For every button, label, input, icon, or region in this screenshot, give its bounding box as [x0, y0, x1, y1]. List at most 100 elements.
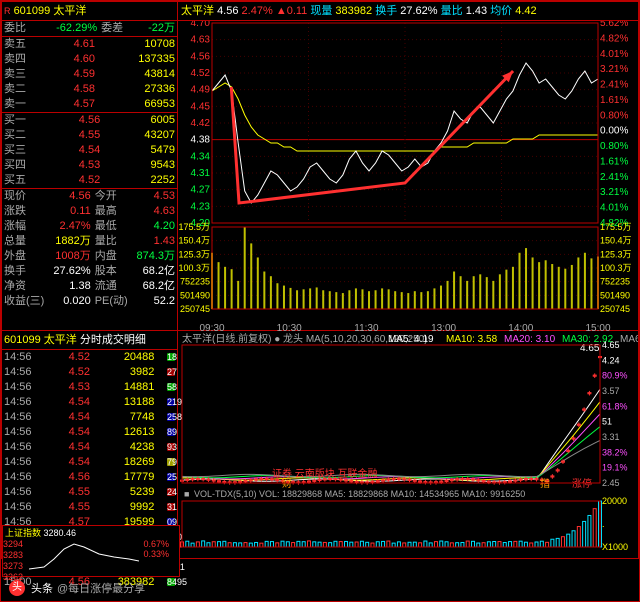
index-inset: 上证指数 3280.46 3294328332733262 0.67%0.33% [2, 525, 180, 577]
tick-row: 14:564.547748258 [2, 410, 177, 425]
svg-text:0.00%: 0.00% [600, 126, 628, 137]
svg-text:4.70: 4.70 [191, 21, 211, 29]
quote-row: 买二4.5543207 [2, 128, 177, 143]
svg-text:752235: 752235 [180, 277, 210, 287]
svg-text:125.3万: 125.3万 [600, 249, 632, 259]
daily-chart: 太平洋(日线.前复权) ● 龙头 MA(5,10,20,30,60,120,25… [178, 331, 638, 557]
svg-text:501490: 501490 [180, 290, 210, 300]
intraday-header: 太平洋 4.56 2.47% ▲0.11 现量 383982 换手 27.62%… [178, 2, 638, 21]
svg-text:250745: 250745 [180, 304, 210, 314]
stat-row: 涨跌0.11最高4.63 [2, 204, 177, 219]
svg-text:51: 51 [602, 417, 612, 427]
svg-text:175.5万: 175.5万 [600, 222, 632, 232]
svg-text:752235: 752235 [600, 277, 630, 287]
svg-text:MA10: 3.58: MA10: 3.58 [446, 334, 498, 345]
svg-text:4.01%: 4.01% [600, 203, 628, 214]
tick-row: 14:564.55523924 [2, 485, 177, 500]
svg-text:125.3万: 125.3万 [178, 249, 210, 259]
stat-row: 现价4.56今开4.53 [2, 189, 177, 204]
tick-row: 14:564.561777925 [2, 470, 177, 485]
tick-row: 14:564.55999231 [2, 500, 177, 515]
svg-text:3.31: 3.31 [602, 432, 620, 442]
tick-row: 14:564.541261389 [2, 425, 177, 440]
tick-row: 14:564.531488158 [2, 380, 177, 395]
stat-row: 换手27.62%股本68.2亿 [2, 264, 177, 279]
stat-row: 总量1882万量比1.43 [2, 234, 177, 249]
svg-text:4.65: 4.65 [602, 340, 620, 350]
stat-row: 收益(三)0.020PE(动)52.2 [2, 294, 177, 309]
intraday-panel[interactable]: 太平洋 4.56 2.47% ▲0.11 现量 383982 换手 27.62%… [178, 1, 639, 331]
tick-row: 14:564.522048818 [2, 350, 177, 365]
svg-text:4.31: 4.31 [191, 168, 211, 179]
svg-text:MA20: 3.10: MA20: 3.10 [504, 334, 556, 345]
svg-text:4.82%: 4.82% [600, 33, 628, 44]
svg-text:4.27: 4.27 [191, 185, 211, 196]
svg-text:2.41%: 2.41% [600, 172, 628, 183]
svg-text:4.42: 4.42 [191, 118, 211, 129]
svg-text:3.21%: 3.21% [600, 187, 628, 198]
svg-text:0.80%: 0.80% [600, 141, 628, 152]
trading-screenshot: R 601099 太平洋 委比 -62.29% 委差 -22万 卖五4.6110… [0, 0, 640, 602]
svg-text:150.4万: 150.4万 [600, 236, 632, 246]
bid-table: 买一4.566005买二4.5543207买三4.545479买四4.53954… [2, 113, 177, 188]
quote-row: 卖二4.5827336 [2, 82, 177, 97]
svg-text:38.2%: 38.2% [602, 447, 628, 457]
svg-text:61.8%: 61.8% [602, 401, 628, 411]
svg-text:1.61%: 1.61% [600, 156, 628, 167]
code-prefix: R [4, 6, 11, 16]
svg-text:X1000: X1000 [602, 542, 628, 552]
svg-text:5.62%: 5.62% [600, 21, 628, 29]
tick-row: 14:564.54423893 [2, 440, 177, 455]
stock-code[interactable]: 601099 [14, 5, 51, 17]
svg-text:20000: 20000 [602, 496, 627, 506]
svg-text:4.23: 4.23 [191, 201, 211, 212]
stock-name[interactable]: 太平洋 [53, 5, 86, 17]
quote-row: 买四4.539543 [2, 158, 177, 173]
stat-row: 净资1.38流通68.2亿 [2, 279, 177, 294]
svg-text:4.34: 4.34 [191, 151, 211, 162]
svg-text:1.61%: 1.61% [600, 95, 628, 106]
svg-text:150.4万: 150.4万 [178, 236, 210, 246]
svg-text:4.01%: 4.01% [600, 49, 628, 60]
tick-row: 14:564.5413188219 [2, 395, 177, 410]
svg-text:4.24: 4.24 [602, 355, 620, 365]
svg-text:100.3万: 100.3万 [178, 263, 210, 273]
stat-row: 涨幅2.47%最低4.20 [2, 219, 177, 234]
ask-table: 卖五4.6110708卖四4.60137335卖三4.5943814卖二4.58… [2, 37, 177, 112]
intraday-chart: 4.70 4.63 4.56 4.52 4.49 4.45 4.42 4.38 4.34 4.31… [178, 21, 638, 333]
svg-text:MA60: 2.: MA60: 2. [620, 334, 638, 345]
quote-row: 卖三4.5943814 [2, 67, 177, 82]
svg-text:80.9%: 80.9% [602, 371, 628, 381]
stats-table: 现价4.56今开4.53涨跌0.11最高4.63涨幅2.47%最低4.20总量1… [2, 189, 177, 309]
svg-text:4.56: 4.56 [191, 51, 211, 62]
svg-text:3.21%: 3.21% [600, 64, 628, 75]
svg-text:4.52: 4.52 [191, 68, 211, 79]
svg-text:4.63: 4.63 [191, 35, 211, 46]
svg-text:250745: 250745 [600, 304, 630, 314]
svg-text:3.57: 3.57 [602, 386, 620, 396]
quote-row: 卖四4.60137335 [2, 52, 177, 67]
quote-row: 卖一4.5766953 [2, 97, 177, 112]
svg-text:4.49: 4.49 [191, 85, 211, 96]
quote-row: 买一4.566005 [2, 113, 177, 128]
quote-row: 买三4.545479 [2, 143, 177, 158]
svg-text:501490: 501490 [600, 290, 630, 300]
svg-text:0.80%: 0.80% [600, 110, 628, 121]
svg-text:175.5万: 175.5万 [178, 222, 210, 232]
svg-text:2.41%: 2.41% [600, 80, 628, 91]
quote-panel: R 601099 太平洋 委比 -62.29% 委差 -22万 卖五4.6110… [1, 1, 178, 331]
svg-text:4.38: 4.38 [191, 135, 211, 146]
svg-text:MA5: 4.19: MA5: 4.19 [388, 334, 434, 345]
tick-row: 14:564.541826979 [2, 455, 177, 470]
svg-text:2.45: 2.45 [602, 478, 620, 488]
daily-panel[interactable]: 太平洋(日线.前复权) ● 龙头 MA(5,10,20,30,60,120,25… [178, 331, 639, 559]
ratio-row: 委比 -62.29% 委差 -22万 [2, 20, 177, 37]
svg-text:.: . [602, 519, 605, 529]
quote-row: 卖五4.6110708 [2, 37, 177, 52]
quote-row: 买五4.522252 [2, 173, 177, 188]
svg-text:4.45: 4.45 [191, 101, 211, 112]
svg-text:19.1%: 19.1% [602, 463, 628, 473]
stat-row: 外盘1008万内盘874.3万 [2, 249, 177, 264]
svg-text:■: ■ [184, 489, 189, 499]
tick-row: 14:564.52398227 [2, 365, 177, 380]
